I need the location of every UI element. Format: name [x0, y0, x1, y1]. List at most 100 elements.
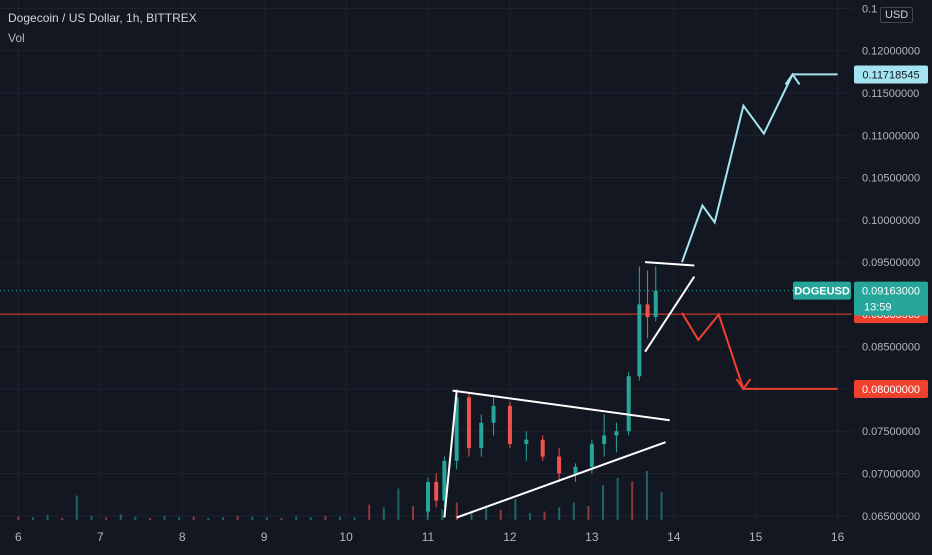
grid-lines	[0, 0, 852, 520]
price-tick-label: 0.08500000	[862, 342, 920, 354]
volume-bar	[572, 502, 575, 520]
volume-bar	[46, 515, 49, 520]
volume-bar	[485, 506, 488, 520]
time-tick-label: 14	[667, 530, 681, 544]
volume-bar	[338, 516, 341, 520]
candle-body	[540, 439, 545, 457]
time-tick-label: 13	[585, 530, 599, 544]
candle-body	[614, 431, 619, 436]
volume-bar	[470, 511, 473, 520]
volume-bar	[251, 516, 254, 520]
symbol-title[interactable]: Dogecoin / US Dollar, 1h, BITTREX	[8, 11, 197, 25]
time-tick-label: 8	[179, 530, 186, 544]
volume-bar	[148, 517, 151, 520]
candle-body	[507, 405, 512, 444]
volume-bar	[163, 515, 166, 520]
time-tick-label: 11	[422, 530, 435, 544]
currency-button[interactable]: USD	[880, 7, 914, 23]
volume-bar	[32, 517, 35, 520]
annotation-flag-bottom	[644, 275, 696, 353]
candle-body	[589, 443, 594, 467]
price-marker-text: 0.11718545	[862, 70, 919, 82]
volume-bar	[499, 509, 502, 520]
candle-body	[466, 397, 471, 449]
candle-body	[557, 456, 562, 474]
volume-bar	[192, 516, 195, 520]
candle-body	[626, 376, 631, 432]
price-marker-target-up	[854, 65, 928, 84]
candle-body	[491, 405, 496, 423]
candle-body	[653, 290, 658, 318]
candle-body	[454, 397, 459, 461]
annotation-triangle-lower	[456, 441, 666, 519]
annotation-projection-down	[681, 312, 838, 390]
annotation-triangle-left	[443, 390, 458, 518]
volume-bar	[75, 495, 78, 520]
candle-body	[645, 304, 650, 318]
volume-bar	[61, 517, 64, 520]
price-tick-label: 0.10500000	[862, 173, 920, 185]
volume-bar	[558, 507, 561, 520]
volume-bar	[514, 499, 517, 520]
volume-bar	[236, 515, 239, 520]
drawing-annotations	[443, 72, 838, 519]
price-marker-text: 0.08000000	[862, 384, 920, 396]
time-axis: 6 7 8 9 10 11 12 13 14 15 16	[15, 530, 845, 544]
time-tick-label: 6	[15, 530, 22, 544]
price-tick-label: 0.09500000	[862, 257, 920, 269]
price-tick-label: 0.10000000	[862, 215, 920, 227]
arrowhead-projection-up	[784, 72, 801, 85]
volume-bar	[295, 516, 298, 520]
current-price-value: 0.09163000	[862, 286, 920, 298]
annotation-flag-top	[645, 261, 695, 267]
volume-bar	[382, 507, 385, 520]
volume-bar	[616, 478, 619, 520]
volume-bar	[543, 511, 546, 520]
volume-bar	[222, 517, 225, 520]
candle-body	[434, 481, 439, 501]
volume-bar	[602, 485, 605, 520]
current-price-marker: DOGEUSD 0.09163000 13:59	[793, 281, 928, 316]
volume-bar	[353, 517, 356, 520]
price-tick-label: 0.07500000	[862, 426, 920, 438]
volume-legend[interactable]: Vol	[8, 31, 25, 45]
volume-bar	[631, 481, 634, 520]
price-marker-target-down	[854, 379, 928, 398]
bar-countdown: 13:59	[864, 302, 892, 314]
volume-bar	[397, 488, 400, 520]
annotation-projection-up	[681, 73, 838, 263]
time-tick-label: 15	[749, 530, 763, 544]
volume-bar	[178, 517, 181, 520]
annotation-triangle-upper	[452, 389, 670, 422]
symbol-badge-text: DOGEUSD	[794, 286, 850, 298]
volume-bar	[660, 492, 663, 520]
price-tick-label: 0.07000000	[862, 468, 920, 480]
volume-bar	[17, 516, 20, 520]
chart-legend: Dogecoin / US Dollar, 1h, BITTREX Vol	[8, 8, 197, 48]
volume-bar	[134, 516, 137, 520]
candle-body	[524, 439, 529, 444]
candle-body	[426, 481, 430, 512]
volume-bar	[90, 515, 93, 520]
time-tick-label: 9	[261, 530, 268, 544]
time-tick-label: 7	[97, 530, 104, 544]
volume-bar	[441, 509, 444, 520]
arrowhead-projection-down	[735, 378, 752, 391]
candle-body	[479, 422, 484, 449]
candles	[426, 266, 658, 518]
volume-bar	[368, 504, 371, 520]
volume-bar	[587, 506, 590, 520]
volume-bar	[280, 517, 283, 520]
volume-bar	[207, 517, 210, 520]
candle-body	[573, 466, 578, 474]
volume-bar	[412, 506, 415, 520]
candle-body	[602, 435, 607, 444]
volume-bar	[324, 515, 327, 520]
volume-bar	[309, 517, 312, 520]
candle-body	[637, 304, 642, 377]
volume-bar	[265, 517, 268, 520]
volume-bar	[105, 517, 108, 520]
volume-bar	[119, 514, 122, 520]
